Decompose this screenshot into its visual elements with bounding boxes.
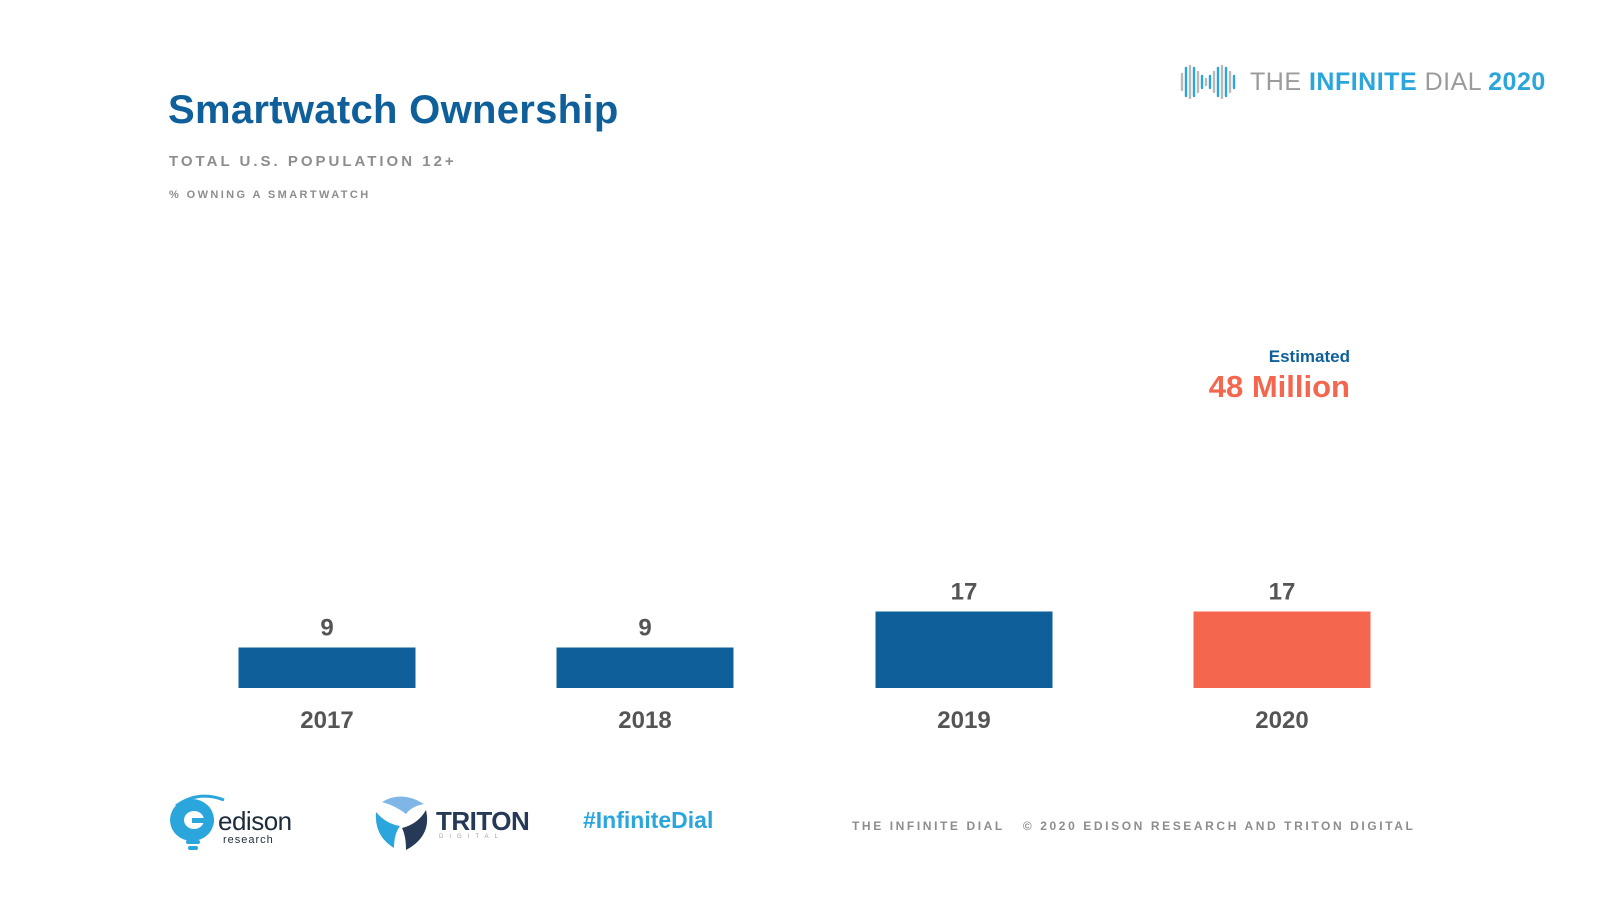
infinity-wave-logo-icon	[1180, 64, 1236, 100]
edison-bulb-icon	[170, 794, 225, 850]
footer-copyright: © 2020 EDISON RESEARCH AND TRITON DIGITA…	[1022, 819, 1416, 833]
triton-swirl-icon	[375, 796, 428, 850]
callout-value: 48 Million	[1208, 369, 1350, 404]
bar-2018	[556, 647, 734, 688]
callout-label: Estimated	[1268, 347, 1350, 366]
chart-subtitle: TOTAL U.S. POPULATION 12+	[169, 153, 457, 170]
category-label-2017: 2017	[300, 707, 353, 734]
brand-infinite: INFINITE	[1308, 67, 1418, 96]
category-label-2019: 2019	[937, 707, 990, 734]
triton-digital-logo: TRITON DIGITAL	[372, 792, 530, 852]
metric-label: % OWNING A SMARTWATCH	[169, 189, 371, 201]
triton-wordmark: TRITON	[436, 806, 530, 836]
data-label-2017: 9	[320, 615, 333, 642]
data-label-2020: 17	[1269, 579, 1296, 606]
brand-wordmark: THE INFINITE DIAL 2020	[1250, 68, 1546, 97]
bar-2019	[875, 611, 1053, 688]
brand-dial: DIAL	[1417, 67, 1483, 96]
brand-the: THE	[1250, 67, 1309, 96]
brand-year: 2020	[1488, 67, 1546, 96]
chart-title: Smartwatch Ownership	[168, 88, 619, 132]
triton-subword: DIGITAL	[439, 834, 504, 840]
hashtag: #InfiniteDial	[583, 807, 714, 833]
edison-research-logo: edison research	[168, 792, 308, 854]
bar-2020	[1193, 611, 1371, 688]
footer-credit: THE INFINITE DIAL © 2020 EDISON RESEARCH …	[852, 819, 1415, 833]
bar-2017	[238, 647, 416, 688]
edison-wordmark: edison	[218, 806, 292, 836]
data-label-2018: 9	[638, 615, 651, 642]
category-label-2020: 2020	[1255, 707, 1308, 734]
footer-credit-left: THE INFINITE DIAL	[852, 819, 1005, 833]
data-label-2019: 17	[951, 579, 978, 606]
category-label-2018: 2018	[618, 707, 671, 734]
edison-subword: research	[223, 834, 274, 846]
infinite-dial-logo: THE INFINITE DIAL 2020	[1178, 62, 1546, 102]
